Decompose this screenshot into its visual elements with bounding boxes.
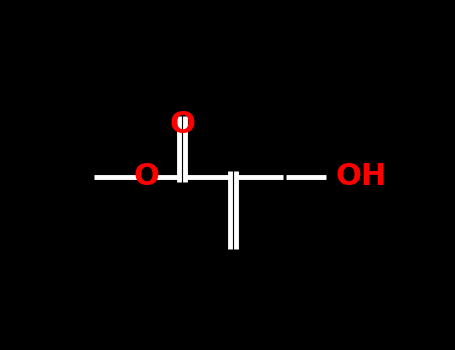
Text: O: O (169, 110, 195, 139)
Text: O: O (134, 162, 160, 191)
Text: OH: OH (335, 162, 387, 191)
